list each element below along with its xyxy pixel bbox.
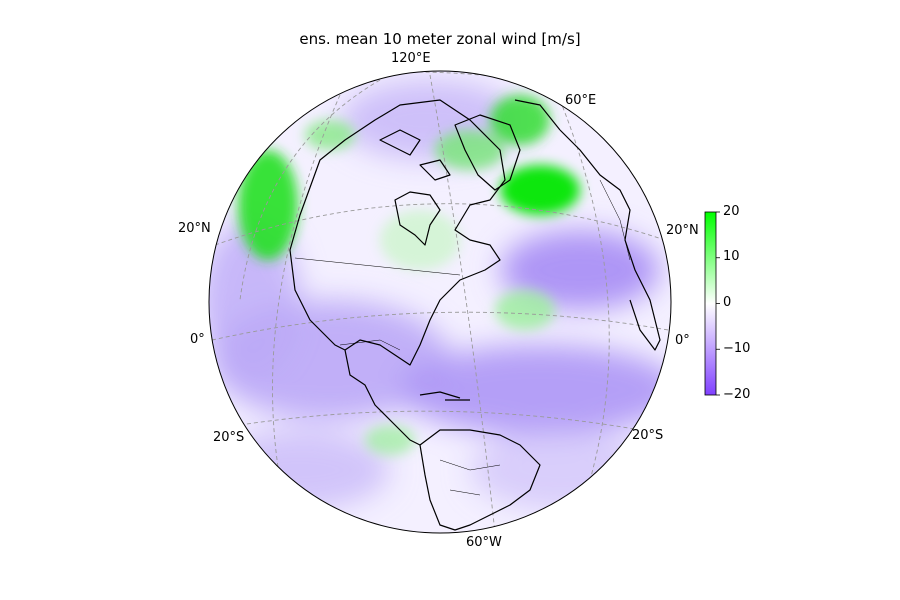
lat-label-0-left: 0° <box>190 332 205 347</box>
lon-label-60w: 60°W <box>466 535 502 550</box>
lon-label-120e: 120°E <box>391 51 431 66</box>
map-title: ens. mean 10 meter zonal wind [m/s] <box>299 30 581 48</box>
lat-label-20n-right: 20°N <box>666 223 699 238</box>
lon-label-60e: 60°E <box>565 93 597 108</box>
colorbar-gradient <box>704 211 717 396</box>
coastlines <box>289 99 661 531</box>
borders <box>294 179 631 496</box>
lat-label-20s-left: 20°S <box>213 430 245 445</box>
colorbar-tick-label: −20 <box>723 387 751 402</box>
colorbar-ticks <box>716 211 720 396</box>
globe-outline <box>208 70 672 534</box>
colorbar-tick-label: −10 <box>723 341 751 356</box>
lat-label-20s-right: 20°S <box>632 428 664 443</box>
lat-label-0-right: 0° <box>675 333 690 348</box>
colorbar-tick-label: 20 <box>723 204 740 219</box>
lat-label-20n-left: 20°N <box>178 221 211 236</box>
colorbar-tick-label: 0 <box>723 295 732 310</box>
colorbar-tick-label: 10 <box>723 249 740 264</box>
